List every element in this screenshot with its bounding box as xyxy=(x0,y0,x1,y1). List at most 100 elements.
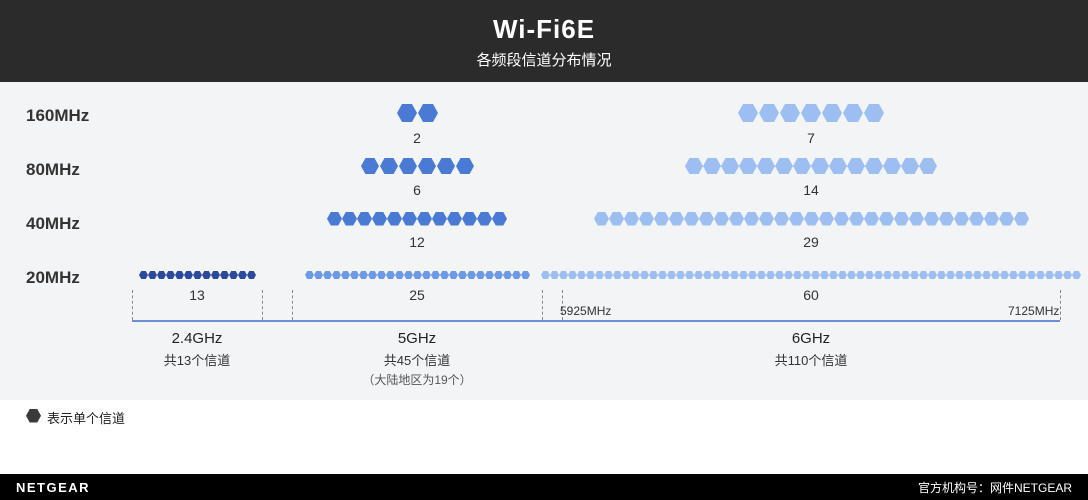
hexagon-icon xyxy=(721,158,739,174)
hexagon-icon xyxy=(399,158,417,174)
hexagon-icon xyxy=(494,271,503,279)
hexagon-icon xyxy=(431,271,440,279)
footer-right: 官方机构号：网件NETGEAR xyxy=(918,479,1072,496)
row-label: 40MHz xyxy=(26,212,112,234)
hexagon-icon xyxy=(759,212,774,226)
chart-row: 20MHz132560 xyxy=(26,266,1062,320)
hexagon-icon xyxy=(699,212,714,226)
hexagon-icon xyxy=(712,271,721,279)
hexagon-icon xyxy=(774,212,789,226)
hexagon-icon xyxy=(939,212,954,226)
row-label: 160MHz xyxy=(26,104,112,126)
chart-row: 160MHz27 xyxy=(26,104,1062,158)
hexagon-icon xyxy=(730,271,739,279)
hexagon-icon xyxy=(148,271,157,279)
freq-end-label: 7125MHz xyxy=(1008,304,1059,318)
hexagon-icon xyxy=(1072,271,1081,279)
hexagon-icon xyxy=(955,271,964,279)
hexagon-icon xyxy=(802,271,811,279)
hexagon-icon xyxy=(864,212,879,226)
hexagon-icon xyxy=(418,158,436,174)
hexagon-icon xyxy=(843,104,863,122)
hexagon-icon xyxy=(811,271,820,279)
hexagon-icon xyxy=(1027,271,1036,279)
band-label-block: 2.4GHz 共13个信道 xyxy=(132,330,262,369)
hexagon-icon xyxy=(748,271,757,279)
hexagon-icon xyxy=(327,212,342,226)
group-count: 2 xyxy=(292,130,542,146)
hexagon-icon xyxy=(739,158,757,174)
hexagon-icon xyxy=(714,212,729,226)
chart-row: 40MHz 12 29 xyxy=(26,212,1062,266)
hexagon-icon xyxy=(418,104,438,122)
hexagon-icon xyxy=(193,271,202,279)
hexagon-icon xyxy=(789,212,804,226)
hexagon-icon xyxy=(350,271,359,279)
hexagon-icon xyxy=(432,212,447,226)
hexagon-icon xyxy=(685,158,703,174)
hexagon-icon xyxy=(624,212,639,226)
row-tracks: 6 14 xyxy=(112,158,1062,206)
axis-tick xyxy=(132,290,133,320)
hexagon-icon xyxy=(1036,271,1045,279)
hexagon-icon xyxy=(649,271,658,279)
hexagon-icon xyxy=(894,212,909,226)
hexagon-icon xyxy=(541,271,550,279)
hexagon-icon xyxy=(402,212,417,226)
hexagon-icon xyxy=(738,104,758,122)
band-sub: 共110个信道 xyxy=(562,350,1060,369)
hexagon-icon xyxy=(512,271,521,279)
hexagon-icon xyxy=(332,271,341,279)
channel-chart: 160MHz2780MHz61440MHz122920MHz1325605925… xyxy=(0,82,1088,400)
hexagon-icon xyxy=(703,158,721,174)
group-count: 6 xyxy=(292,182,542,198)
hexagon-icon xyxy=(928,271,937,279)
hexagon-icon xyxy=(380,158,398,174)
hex-group: 2 xyxy=(292,104,542,146)
hexagon-icon xyxy=(175,271,184,279)
hexagon-icon xyxy=(184,271,193,279)
axis-tick xyxy=(1060,290,1061,320)
group-count: 13 xyxy=(132,287,262,303)
hexagon-icon xyxy=(476,271,485,279)
hexagon-icon xyxy=(685,271,694,279)
hexagon-icon xyxy=(314,271,323,279)
hexagon-icon xyxy=(440,271,449,279)
hexagon-icon xyxy=(550,271,559,279)
hexagon-icon xyxy=(801,104,821,122)
hexagon-icon xyxy=(784,271,793,279)
hexagon-icon xyxy=(909,212,924,226)
group-count: 25 xyxy=(292,287,542,303)
hexagon-icon xyxy=(462,212,477,226)
hexagon-icon xyxy=(477,212,492,226)
hexagon-icon xyxy=(919,158,937,174)
hexagon-icon xyxy=(1063,271,1072,279)
hex-group: 60 xyxy=(562,266,1060,303)
hexagon-icon xyxy=(838,271,847,279)
band-sub: 共45个信道 xyxy=(292,350,542,369)
page-subtitle: 各频段信道分布情况 xyxy=(0,49,1088,70)
hexagon-icon xyxy=(954,212,969,226)
brand-logo: NETGEAR xyxy=(16,480,90,495)
axis-tick xyxy=(262,290,263,320)
hexagon-icon xyxy=(1054,271,1063,279)
hexagon-icon xyxy=(521,271,530,279)
band-note: （大陆地区为19个） xyxy=(292,371,542,388)
group-count: 14 xyxy=(562,182,1060,198)
group-count: 29 xyxy=(562,234,1060,250)
hexagon-icon xyxy=(910,271,919,279)
hexagon-icon xyxy=(342,212,357,226)
hexagon-icon xyxy=(157,271,166,279)
hexagon-icon xyxy=(969,212,984,226)
hexagon-icon xyxy=(323,271,332,279)
hexagon-icon xyxy=(386,271,395,279)
hexagon-icon xyxy=(757,271,766,279)
band-label-block: 6GHz 共110个信道 xyxy=(562,330,1060,369)
hexagon-icon xyxy=(864,104,884,122)
hexagon-icon xyxy=(819,212,834,226)
hexagon-icon xyxy=(586,271,595,279)
hex-group: 29 xyxy=(562,212,1060,250)
hexagon-icon xyxy=(437,158,455,174)
group-count: 12 xyxy=(292,234,542,250)
hexagon-icon xyxy=(395,271,404,279)
